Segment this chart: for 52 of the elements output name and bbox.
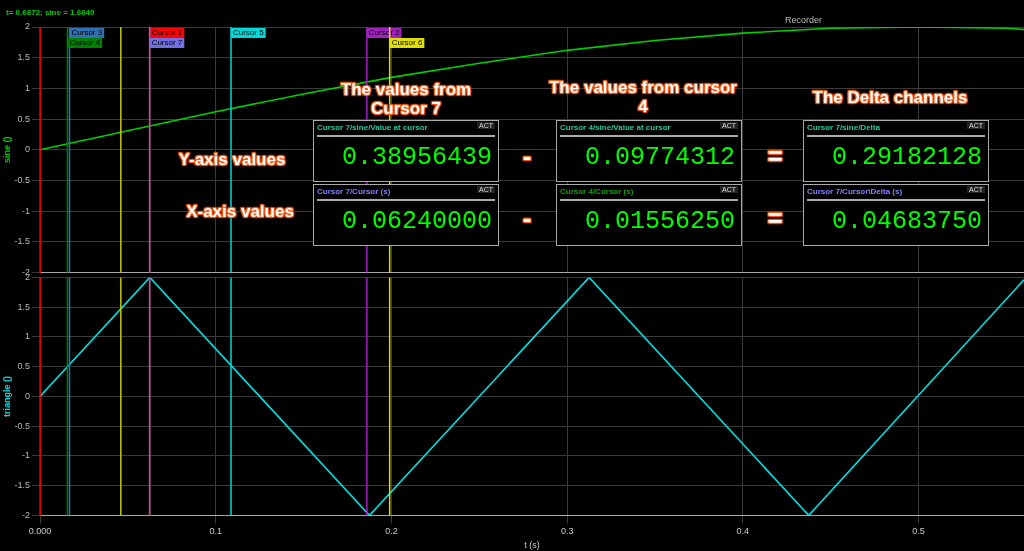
y-tick-label: 1.5	[17, 52, 30, 63]
y-tick-label: -1.5	[14, 480, 30, 491]
x-tick-label: 0.000	[28, 526, 52, 537]
ref-line-label: Cursor 7	[151, 38, 183, 48]
y-tick-label: 1.5	[17, 301, 30, 312]
text: t= 0.6872; sine = 1.6640	[6, 8, 95, 17]
annotation: 0.04683750	[831, 207, 982, 236]
x-tick-label: 0.2	[385, 526, 398, 537]
y-tick-label: -0.5	[14, 174, 30, 185]
y-tick-label: 0	[24, 144, 30, 155]
annotation: 0.38956439	[341, 143, 492, 172]
y-tick-label: 0.5	[17, 361, 30, 372]
annotation: The values from cursor 4	[548, 78, 738, 116]
annotation: -	[521, 203, 533, 233]
x-tick-label: 0.5	[912, 526, 925, 537]
ref-line-label: Cursor 3	[71, 28, 103, 38]
annotation: 0.01556250	[584, 207, 735, 236]
annotation: Cursor 7/Cursor\Delta (s)	[807, 187, 903, 196]
x-tick-label: 0.3	[560, 526, 574, 537]
x-tick-label: 0.4	[736, 526, 750, 537]
annotation: Cursor 7/sine/Value at cursor	[317, 123, 428, 132]
y-tick-label: -1.5	[14, 236, 30, 247]
x-axis-title: t (s)	[524, 540, 540, 551]
annotation: =	[766, 141, 784, 171]
y-tick-label: -0.5	[14, 420, 30, 431]
y-tick-label: 0	[24, 390, 30, 401]
y-tick-label: -1	[21, 205, 30, 216]
y-tick-label: -1	[21, 450, 30, 461]
annotation: The Delta channels	[811, 88, 969, 107]
annotation: Cursor 7/sine/Delta	[807, 123, 880, 132]
annotation: Cursor 4/Cursor (s)	[560, 187, 634, 196]
annotation: 0.29182128	[831, 143, 982, 172]
annotation: 0.06240000	[341, 207, 492, 236]
y-axis-title: triangle ()	[1, 375, 12, 417]
x-tick-label: 0.1	[209, 526, 222, 537]
ref-line-label: Cursor 6	[391, 38, 423, 48]
annotation: Cursor 4/sine/Value at cursor	[560, 123, 671, 132]
text: Recorder	[785, 15, 823, 25]
y-tick-label: -2	[21, 509, 30, 520]
y-tick-label: 2	[24, 21, 30, 32]
ref-line-label: Cursor 5	[233, 28, 265, 38]
annotation: Cursor 7/Cursor (s)	[317, 187, 391, 196]
ref-line-label: Cursor 4	[69, 38, 101, 48]
annotation: -	[521, 141, 533, 171]
ref-line-label: Cursor 1	[151, 28, 183, 38]
y-tick-label: 0.5	[17, 113, 30, 124]
annotation: 0.09774312	[584, 143, 735, 172]
y-tick-label: 1	[24, 82, 30, 93]
annotation: Y-axis values	[177, 150, 287, 169]
y-axis-title: sine ()	[1, 136, 12, 164]
annotation: =	[766, 203, 784, 233]
y-tick-label: 1	[24, 331, 30, 342]
